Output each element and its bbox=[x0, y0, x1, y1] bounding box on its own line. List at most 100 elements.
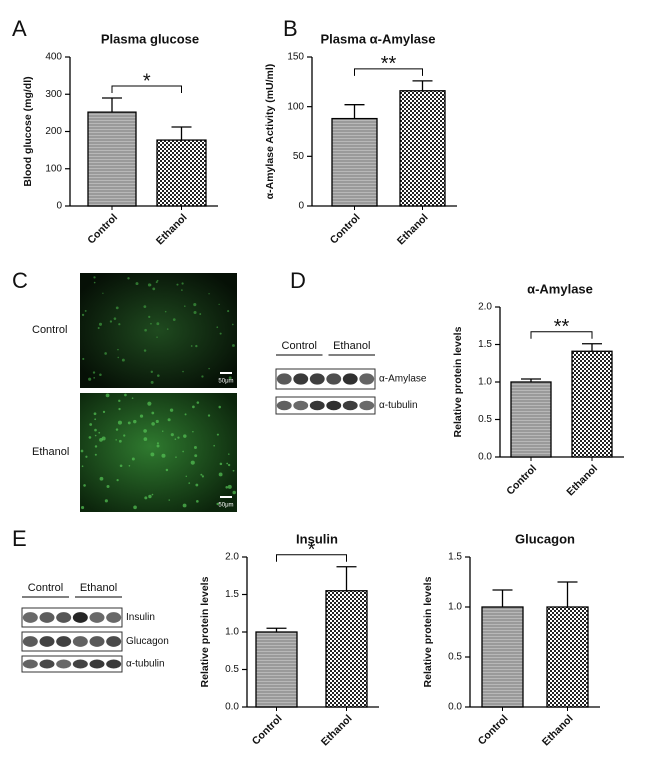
x-tick-label: Control bbox=[85, 212, 120, 247]
speckle bbox=[175, 456, 177, 458]
blot-band bbox=[89, 659, 105, 669]
speckle bbox=[118, 407, 121, 411]
speckle bbox=[81, 505, 85, 510]
blot-band bbox=[56, 636, 72, 647]
speckle bbox=[156, 444, 160, 448]
speckle bbox=[109, 320, 113, 323]
speckle bbox=[219, 462, 223, 466]
blot-band bbox=[22, 659, 38, 669]
bar bbox=[571, 350, 613, 458]
speckle bbox=[133, 419, 137, 424]
group-label: Ethanol bbox=[80, 582, 117, 594]
speckle bbox=[194, 454, 198, 458]
speckle bbox=[216, 326, 219, 329]
speckle bbox=[207, 414, 211, 417]
panel-label: B bbox=[283, 16, 298, 41]
speckle bbox=[94, 453, 97, 456]
speckle bbox=[117, 356, 119, 359]
speckle bbox=[170, 433, 174, 437]
chart-title: Plasma α-Amylase bbox=[321, 31, 436, 46]
speckle bbox=[155, 281, 158, 284]
y-tick-label: 1.0 bbox=[478, 377, 492, 388]
y-axis-label: Blood glucose (mg/dl) bbox=[22, 76, 34, 186]
bar bbox=[510, 381, 552, 458]
micrograph bbox=[80, 273, 237, 388]
panel-label: E bbox=[12, 526, 27, 551]
blot-band bbox=[22, 636, 38, 647]
speckle bbox=[157, 374, 160, 377]
speckle bbox=[174, 438, 177, 441]
speckle bbox=[213, 444, 215, 447]
speckle bbox=[184, 305, 186, 307]
blot-band bbox=[309, 400, 325, 411]
blot-band bbox=[106, 612, 122, 623]
significance-bracket bbox=[530, 331, 593, 339]
speckle bbox=[94, 434, 97, 437]
speckle bbox=[201, 375, 204, 378]
y-tick-label: 0.5 bbox=[478, 414, 492, 425]
speckle bbox=[98, 431, 101, 434]
blot-band bbox=[326, 400, 342, 411]
speckle bbox=[118, 439, 122, 443]
x-tick-label: Ethanol bbox=[154, 212, 190, 248]
speckle bbox=[169, 408, 174, 412]
speckle bbox=[164, 310, 167, 313]
blot-band bbox=[56, 612, 72, 623]
blot-band bbox=[89, 612, 105, 623]
group-label: Control bbox=[282, 340, 317, 352]
speckle bbox=[182, 503, 187, 508]
x-tick-label: Ethanol bbox=[564, 463, 600, 499]
significance-bracket bbox=[111, 85, 182, 93]
y-tick-label: 100 bbox=[287, 101, 304, 112]
blot-band bbox=[106, 659, 122, 669]
speckle bbox=[232, 344, 235, 347]
speckle bbox=[143, 305, 147, 308]
blot-band bbox=[39, 659, 55, 669]
blot-band bbox=[276, 400, 292, 411]
speckle bbox=[167, 418, 171, 422]
y-tick-label: 1.5 bbox=[478, 339, 492, 350]
panel-label: D bbox=[290, 268, 306, 293]
speckle bbox=[190, 345, 193, 347]
speckle bbox=[183, 434, 187, 438]
speckle bbox=[166, 328, 169, 330]
speckle bbox=[88, 436, 92, 439]
bar bbox=[156, 139, 207, 207]
chart-title: Plasma glucose bbox=[101, 31, 199, 46]
blot-band bbox=[359, 400, 375, 411]
speckle bbox=[225, 486, 229, 489]
speckle bbox=[92, 371, 96, 374]
panel-label: A bbox=[12, 16, 27, 41]
band-label: α-Amylase bbox=[379, 374, 427, 385]
y-tick-label: 0.0 bbox=[478, 452, 492, 463]
speckle bbox=[99, 476, 104, 481]
speckle bbox=[94, 445, 98, 448]
y-tick-label: 200 bbox=[45, 126, 62, 137]
speckle bbox=[105, 393, 110, 398]
speckle bbox=[181, 289, 183, 291]
speckle bbox=[182, 370, 184, 373]
speckle bbox=[144, 328, 147, 332]
speckle bbox=[104, 352, 107, 355]
speckle bbox=[93, 276, 96, 279]
speckle bbox=[148, 315, 151, 319]
speckle bbox=[101, 436, 106, 441]
y-tick-label: 0.5 bbox=[225, 664, 239, 675]
speckle bbox=[102, 292, 104, 294]
speckle bbox=[192, 405, 195, 409]
bar bbox=[255, 631, 298, 708]
speckle bbox=[102, 410, 106, 414]
speckle bbox=[116, 478, 119, 482]
x-tick-label: Ethanol bbox=[319, 713, 355, 749]
speckle bbox=[81, 465, 84, 468]
speckle bbox=[143, 429, 147, 433]
y-tick-label: 300 bbox=[45, 89, 62, 100]
speckle bbox=[155, 419, 159, 424]
bar bbox=[546, 606, 589, 708]
speckle bbox=[121, 358, 125, 362]
speckle bbox=[226, 462, 229, 465]
blot-band bbox=[72, 636, 88, 647]
blot-band bbox=[56, 659, 72, 669]
significance-bracket bbox=[276, 554, 347, 562]
blot-band bbox=[39, 612, 55, 623]
